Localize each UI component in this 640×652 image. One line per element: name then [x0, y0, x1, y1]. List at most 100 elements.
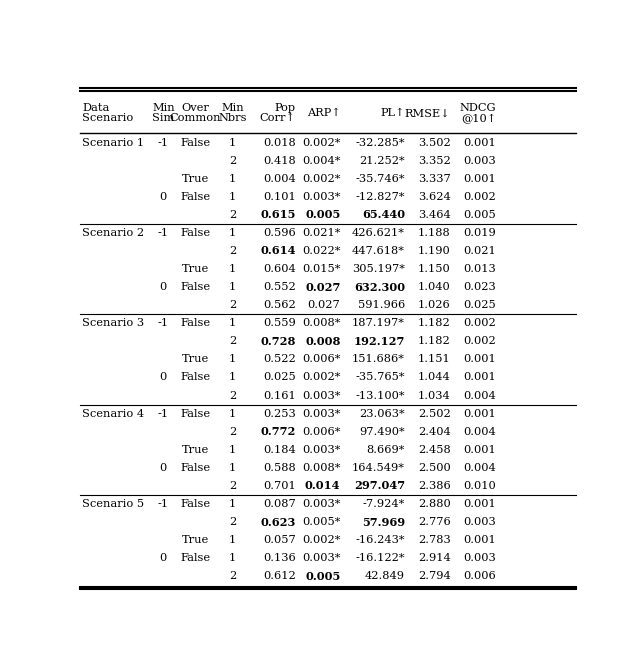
Text: -12.827*: -12.827*	[355, 192, 405, 201]
Text: 0.008: 0.008	[305, 336, 340, 347]
Text: 0.004: 0.004	[463, 391, 496, 400]
Text: Scenario 1: Scenario 1	[83, 138, 145, 147]
Text: -1: -1	[158, 499, 169, 509]
Text: 0.596: 0.596	[263, 228, 296, 238]
Text: 0.003*: 0.003*	[302, 192, 340, 201]
Text: 164.549*: 164.549*	[352, 463, 405, 473]
Text: 0.004*: 0.004*	[302, 156, 340, 166]
Text: 0.101: 0.101	[263, 192, 296, 201]
Text: 305.197*: 305.197*	[352, 264, 405, 274]
Text: 0.003: 0.003	[463, 553, 496, 563]
Text: 0.253: 0.253	[263, 409, 296, 419]
Text: -1: -1	[158, 138, 169, 147]
Text: 97.490*: 97.490*	[359, 426, 405, 437]
Text: Data: Data	[83, 104, 110, 113]
Text: 192.127: 192.127	[353, 336, 405, 347]
Text: 1.190: 1.190	[418, 246, 451, 256]
Text: Scenario 3: Scenario 3	[83, 318, 145, 328]
Text: 2.502: 2.502	[418, 409, 451, 419]
Text: 1.034: 1.034	[418, 391, 451, 400]
Text: 1.182: 1.182	[418, 336, 451, 346]
Text: True: True	[182, 264, 209, 274]
Text: 0.025: 0.025	[263, 372, 296, 383]
Text: 1: 1	[229, 138, 236, 147]
Text: 0.010: 0.010	[463, 481, 496, 491]
Text: 0.701: 0.701	[263, 481, 296, 491]
Text: 0.001: 0.001	[463, 372, 496, 383]
Text: -16.243*: -16.243*	[355, 535, 405, 545]
Text: -1: -1	[158, 318, 169, 328]
Text: Sim: Sim	[152, 113, 175, 123]
Text: 0.002*: 0.002*	[302, 372, 340, 383]
Text: 0.003*: 0.003*	[302, 499, 340, 509]
Text: 447.618*: 447.618*	[352, 246, 405, 256]
Text: 0.002: 0.002	[463, 192, 496, 201]
Text: 3.624: 3.624	[418, 192, 451, 201]
Text: 0.023: 0.023	[463, 282, 496, 292]
Text: 0.021: 0.021	[463, 246, 496, 256]
Text: @10↑: @10↑	[461, 113, 496, 123]
Text: -13.100*: -13.100*	[355, 391, 405, 400]
Text: 0.027: 0.027	[308, 300, 340, 310]
Text: -16.122*: -16.122*	[355, 553, 405, 563]
Text: 0.184: 0.184	[263, 445, 296, 454]
Text: 187.197*: 187.197*	[352, 318, 405, 328]
Text: Scenario: Scenario	[83, 113, 134, 123]
Text: 1: 1	[229, 264, 236, 274]
Text: 0.772: 0.772	[260, 426, 296, 437]
Text: 1.026: 1.026	[418, 300, 451, 310]
Text: 0.027: 0.027	[305, 282, 340, 293]
Text: 2.914: 2.914	[418, 553, 451, 563]
Text: 1.150: 1.150	[418, 264, 451, 274]
Text: 0.006: 0.006	[463, 571, 496, 582]
Text: 0.001: 0.001	[463, 355, 496, 364]
Text: 0.004: 0.004	[463, 463, 496, 473]
Text: 2.458: 2.458	[418, 445, 451, 454]
Text: 0.018: 0.018	[263, 138, 296, 147]
Text: 1: 1	[229, 282, 236, 292]
Text: 3.337: 3.337	[418, 173, 451, 184]
Text: 0.562: 0.562	[263, 300, 296, 310]
Text: False: False	[180, 499, 211, 509]
Text: 2: 2	[229, 336, 236, 346]
Text: 0.136: 0.136	[263, 553, 296, 563]
Text: 1.044: 1.044	[418, 372, 451, 383]
Text: 0.019: 0.019	[463, 228, 496, 238]
Text: 1: 1	[229, 535, 236, 545]
Text: -7.924*: -7.924*	[363, 499, 405, 509]
Text: 0.006*: 0.006*	[302, 426, 340, 437]
Text: 1: 1	[229, 463, 236, 473]
Text: 2.794: 2.794	[418, 571, 451, 582]
Text: 0.522: 0.522	[263, 355, 296, 364]
Text: ARP↑: ARP↑	[307, 108, 340, 119]
Text: 23.063*: 23.063*	[359, 409, 405, 419]
Text: 0.623: 0.623	[260, 516, 296, 527]
Text: 1: 1	[229, 192, 236, 201]
Text: 2: 2	[229, 246, 236, 256]
Text: Common: Common	[170, 113, 221, 123]
Text: 1: 1	[229, 173, 236, 184]
Text: Nbrs: Nbrs	[218, 113, 247, 123]
Text: 0.003*: 0.003*	[302, 445, 340, 454]
Text: 0.005: 0.005	[463, 210, 496, 220]
Text: 0.005: 0.005	[305, 209, 340, 220]
Text: 42.849: 42.849	[365, 571, 405, 582]
Text: Over: Over	[182, 104, 209, 113]
Text: 2.404: 2.404	[418, 426, 451, 437]
Text: 151.686*: 151.686*	[352, 355, 405, 364]
Text: 0.001: 0.001	[463, 499, 496, 509]
Text: 0.003: 0.003	[463, 156, 496, 166]
Text: -1: -1	[158, 409, 169, 419]
Text: True: True	[182, 355, 209, 364]
Text: 2: 2	[229, 300, 236, 310]
Text: 0.001: 0.001	[463, 138, 496, 147]
Text: 2: 2	[229, 391, 236, 400]
Text: 0.612: 0.612	[263, 571, 296, 582]
Text: 1.182: 1.182	[418, 318, 451, 328]
Text: 0: 0	[160, 282, 167, 292]
Text: 632.300: 632.300	[354, 282, 405, 293]
Text: 0.728: 0.728	[260, 336, 296, 347]
Text: 0.022*: 0.022*	[302, 246, 340, 256]
Text: 0.552: 0.552	[263, 282, 296, 292]
Text: -32.285*: -32.285*	[355, 138, 405, 147]
